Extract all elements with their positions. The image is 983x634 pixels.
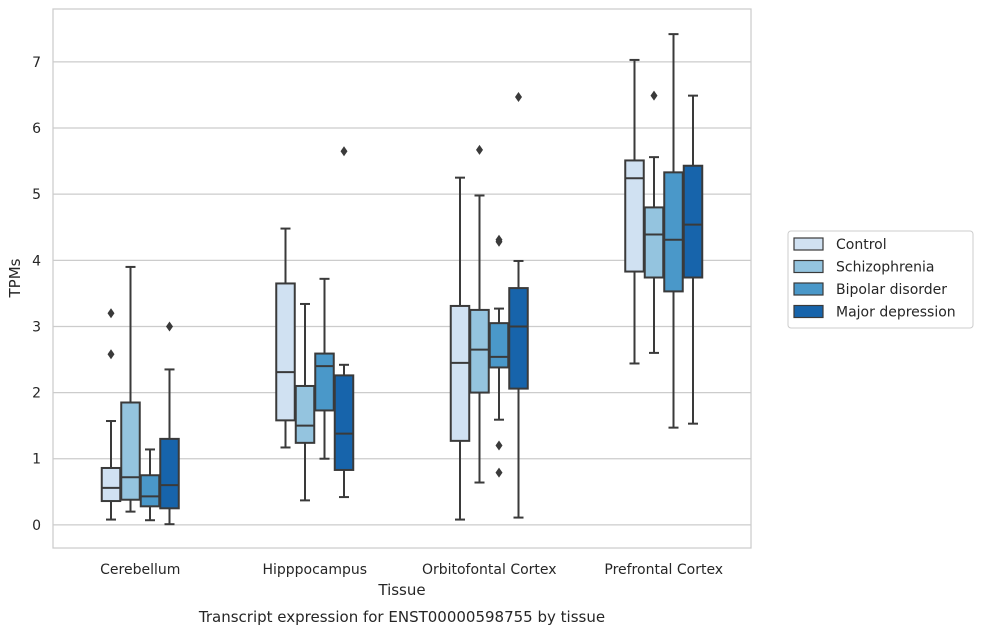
- legend-label: Major depression: [836, 305, 956, 321]
- outlier-point: [107, 308, 115, 319]
- outlier-point: [340, 146, 348, 157]
- box-bipolar-disorder: [488, 234, 510, 478]
- outlier-point: [107, 349, 115, 360]
- box-schizophrenia: [120, 265, 141, 513]
- legend-swatch: [793, 237, 824, 251]
- grid-lines: [53, 61, 751, 526]
- legend-label: Bipolar disorder: [836, 282, 947, 298]
- iqr-box: [314, 352, 335, 412]
- y-tick-label: 1: [32, 452, 41, 468]
- box-schizophrenia: [469, 144, 490, 484]
- legend: Control Schizophrenia Bipolar disorder Majo…: [787, 230, 974, 329]
- x-tick-label: Prefrontal Cortex: [604, 562, 723, 578]
- outlier-point: [515, 91, 522, 102]
- box-schizophrenia: [643, 90, 665, 354]
- box-major-depression: [682, 94, 704, 425]
- box-plot-area: [100, 33, 704, 526]
- iqr-box: [469, 308, 490, 394]
- outlier-point: [495, 234, 503, 245]
- iqr-box: [120, 401, 141, 501]
- box-bipolar-disorder: [663, 33, 684, 429]
- outlier-point: [495, 440, 503, 451]
- y-tick-label: 4: [32, 253, 41, 269]
- outlier-point: [495, 467, 503, 478]
- y-axis-ticks: 0 1 2 3 4 5 6 7: [32, 55, 41, 534]
- box-major-depression: [333, 146, 355, 499]
- iqr-box: [139, 474, 161, 508]
- iqr-box: [663, 171, 684, 293]
- legend-swatch: [793, 259, 824, 274]
- legend-item: Major depression: [793, 304, 956, 321]
- iqr-box: [294, 384, 316, 444]
- iqr-box: [643, 206, 665, 279]
- iqr-box: [624, 159, 645, 273]
- iqr-box: [333, 374, 355, 471]
- legend-swatch: [793, 304, 824, 319]
- legend-label: Control: [836, 237, 887, 253]
- box-control: [624, 58, 645, 365]
- plot-frame: [52, 8, 752, 549]
- legend-item: Schizophrenia: [793, 259, 934, 276]
- iqr-box: [682, 164, 704, 279]
- outlier-point: [650, 90, 658, 101]
- x-tick-label: Orbitofontal Cortex: [422, 562, 557, 578]
- legend-item: Control: [793, 237, 887, 253]
- y-tick-label: 3: [32, 319, 41, 335]
- y-tick-label: 6: [32, 121, 41, 137]
- iqr-box: [100, 466, 122, 503]
- box-control: [100, 308, 122, 521]
- x-tick-label: Cerebellum: [100, 562, 180, 578]
- legend-label: Schizophrenia: [836, 260, 934, 276]
- iqr-box: [449, 304, 471, 442]
- iqr-box: [159, 437, 180, 510]
- y-tick-label: 5: [32, 187, 41, 203]
- legend-frame: [787, 230, 974, 329]
- box-schizophrenia: [294, 302, 316, 502]
- box-control: [449, 176, 471, 521]
- y-tick-label: 2: [32, 386, 41, 402]
- iqr-box: [508, 287, 529, 390]
- iqr-box: [488, 322, 510, 369]
- iqr-box: [275, 282, 296, 422]
- box-control: [275, 227, 296, 449]
- x-axis-label: Tissue: [377, 581, 425, 599]
- y-tick-label: 7: [32, 55, 41, 71]
- x-tick-label: Hipppocampus: [262, 562, 367, 578]
- legend-swatch: [793, 282, 824, 296]
- box-bipolar-disorder: [139, 448, 161, 522]
- y-axis-label: TPMs: [6, 258, 24, 298]
- box-major-depression: [508, 91, 529, 519]
- box-bipolar-disorder: [314, 277, 335, 460]
- outlier-point: [476, 144, 483, 155]
- outlier-point: [166, 321, 173, 332]
- y-tick-label: 0: [32, 518, 41, 534]
- legend-item: Bipolar disorder: [793, 282, 947, 298]
- chart-caption: Transcript expression for ENST0000059875…: [198, 608, 605, 626]
- x-axis-ticks: Cerebellum Hipppocampus Orbitofontal Corte…: [100, 562, 723, 578]
- box-major-depression: [159, 321, 180, 526]
